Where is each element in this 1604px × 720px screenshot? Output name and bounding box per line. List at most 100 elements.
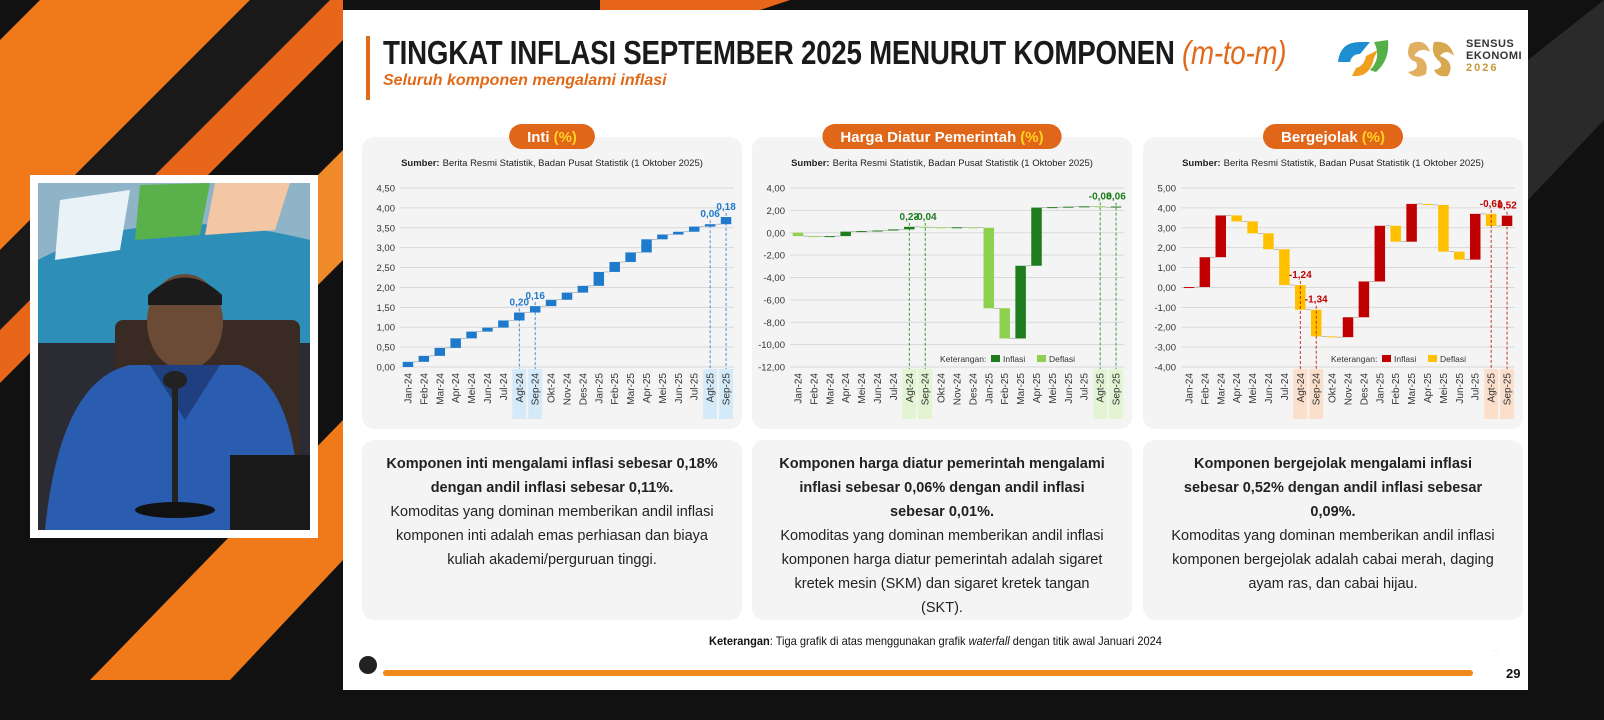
x-tick-label: Jun-25 — [1455, 373, 1466, 404]
value-label: 0,16 — [525, 291, 545, 302]
bar — [999, 308, 1010, 339]
chart-title: Harga Diatur Pemerintah (%) — [840, 129, 1043, 146]
footer-text: : Tiga grafik di atas menggunakan grafik — [769, 634, 969, 648]
legend-swatch — [1428, 355, 1437, 362]
bar — [1215, 215, 1227, 258]
bar — [1047, 207, 1058, 209]
footer-art — [359, 650, 1499, 676]
footer-label: Keterangan — [709, 634, 770, 648]
y-tick-label: 0,00 — [1158, 283, 1177, 294]
chart-title-text: Inti — [527, 129, 550, 146]
legend-swatch — [991, 355, 1000, 362]
slide-title: TINGKAT INFLASI SEPTEMBER 2025 MENURUT K… — [383, 34, 1287, 72]
chart-source: Sumber: Berita Resmi Statistik, Badan Pus… — [791, 158, 1093, 169]
y-tick-label: 2,00 — [377, 283, 396, 294]
x-tick-label: Jul-25 — [1080, 373, 1091, 401]
note: Komponen inti mengalami inflasi sebesar … — [362, 440, 742, 620]
bar — [1110, 206, 1122, 208]
bar — [545, 299, 557, 307]
bar — [872, 230, 883, 232]
y-tick-label: 4,00 — [377, 203, 396, 214]
bar — [808, 236, 820, 238]
x-tick-label: Mei-25 — [1048, 373, 1059, 404]
x-tick-label: Okt-24 — [547, 373, 558, 403]
bar — [1231, 215, 1242, 222]
y-tick-label: 0,00 — [767, 228, 786, 239]
highlight-band — [1109, 369, 1123, 419]
value-label: -0,04 — [914, 212, 937, 223]
value-label: 0,23 — [900, 212, 920, 223]
slide-subtitle: Seluruh komponen mengalami inflasi — [383, 72, 667, 89]
bar — [1374, 225, 1386, 282]
bar — [1094, 206, 1106, 208]
bar — [919, 226, 931, 228]
highlight-band — [719, 369, 733, 419]
highlight-band — [1484, 369, 1499, 419]
bar — [1390, 225, 1401, 242]
bar — [967, 227, 979, 229]
x-tick-label: Jun-25 — [674, 373, 685, 404]
x-tick-label: Jul-25 — [1471, 373, 1482, 401]
footer-note: Keterangan: Tiga grafik di atas mengguna… — [390, 634, 1480, 648]
bar — [824, 236, 836, 238]
y-tick-label: 1,00 — [1158, 263, 1177, 274]
legend-item: Inflasi — [1394, 354, 1416, 364]
x-tick-label: Jun-24 — [483, 373, 494, 404]
chart: Bergejolak (%) Sumber: Berita Resmi Statist… — [1154, 124, 1517, 419]
highlight-band — [1293, 369, 1308, 419]
source-label: Sumber: — [791, 158, 830, 169]
bar — [1247, 221, 1258, 234]
bar — [856, 231, 867, 233]
chart-title-text: Bergejolak — [1281, 129, 1358, 146]
x-tick-label: Jul-24 — [1280, 373, 1291, 401]
y-tick-label: -12,00 — [758, 363, 785, 374]
x-tick-label: Agt-24 — [905, 373, 916, 403]
y-tick-label: 4,50 — [377, 184, 396, 195]
highlight-band — [528, 369, 543, 419]
x-tick-label: Feb-25 — [1000, 373, 1011, 405]
bar — [688, 226, 700, 232]
note-text: Komoditas yang dominan memberikan andil … — [390, 504, 714, 568]
x-tick-label: Jan-25 — [1375, 373, 1386, 404]
bar — [1326, 336, 1338, 338]
bar — [1183, 287, 1195, 289]
highlight-band — [902, 369, 917, 419]
bar — [593, 271, 605, 286]
y-tick-label: -6,00 — [763, 295, 785, 306]
bar — [1342, 317, 1354, 338]
x-tick-label: Mei-24 — [467, 373, 478, 404]
x-tick-label: Mar-25 — [1016, 373, 1027, 405]
x-tick-label: Feb-25 — [610, 373, 621, 405]
y-tick-label: -4,00 — [763, 273, 785, 284]
y-tick-label: 0,00 — [377, 363, 396, 374]
bar — [1469, 213, 1481, 260]
legend-item: Inflasi — [1003, 354, 1025, 364]
chart: Inti (%) Sumber: Berita Resmi Statistik, Ba… — [377, 124, 736, 419]
x-tick-label: Agt-25 — [1096, 373, 1107, 403]
bar — [1015, 265, 1026, 339]
x-tick-label: Agt-24 — [1296, 373, 1307, 403]
highlight-band — [1309, 369, 1324, 419]
y-tick-label: 2,00 — [1158, 243, 1177, 254]
chart-title-unit: (%) — [554, 129, 577, 146]
x-tick-label: Jul-25 — [690, 373, 701, 401]
x-tick-label: Sep-24 — [921, 373, 932, 406]
bar — [1263, 233, 1274, 250]
x-tick-label: Nov-24 — [1344, 373, 1355, 406]
x-tick-label: Apr-25 — [1032, 373, 1043, 403]
bar — [418, 355, 430, 362]
footer-emphasis: waterfall — [968, 634, 1010, 648]
chart-panel — [752, 137, 1132, 429]
logo-text: SENSUS EKONOMI 2026 — [1466, 38, 1522, 74]
x-tick-label: Feb-24 — [809, 373, 820, 405]
chart-title-pill — [1262, 124, 1404, 149]
y-tick-label: 0,50 — [377, 343, 396, 354]
y-tick-label: -4,00 — [1154, 363, 1176, 374]
x-tick-label: Mar-24 — [1216, 373, 1227, 405]
bar — [450, 338, 461, 348]
title-text: TINGKAT INFLASI SEPTEMBER 2025 MENURUT K… — [383, 34, 1175, 71]
x-tick-label: Sep-25 — [1503, 373, 1514, 406]
highlight-band — [1500, 369, 1514, 419]
